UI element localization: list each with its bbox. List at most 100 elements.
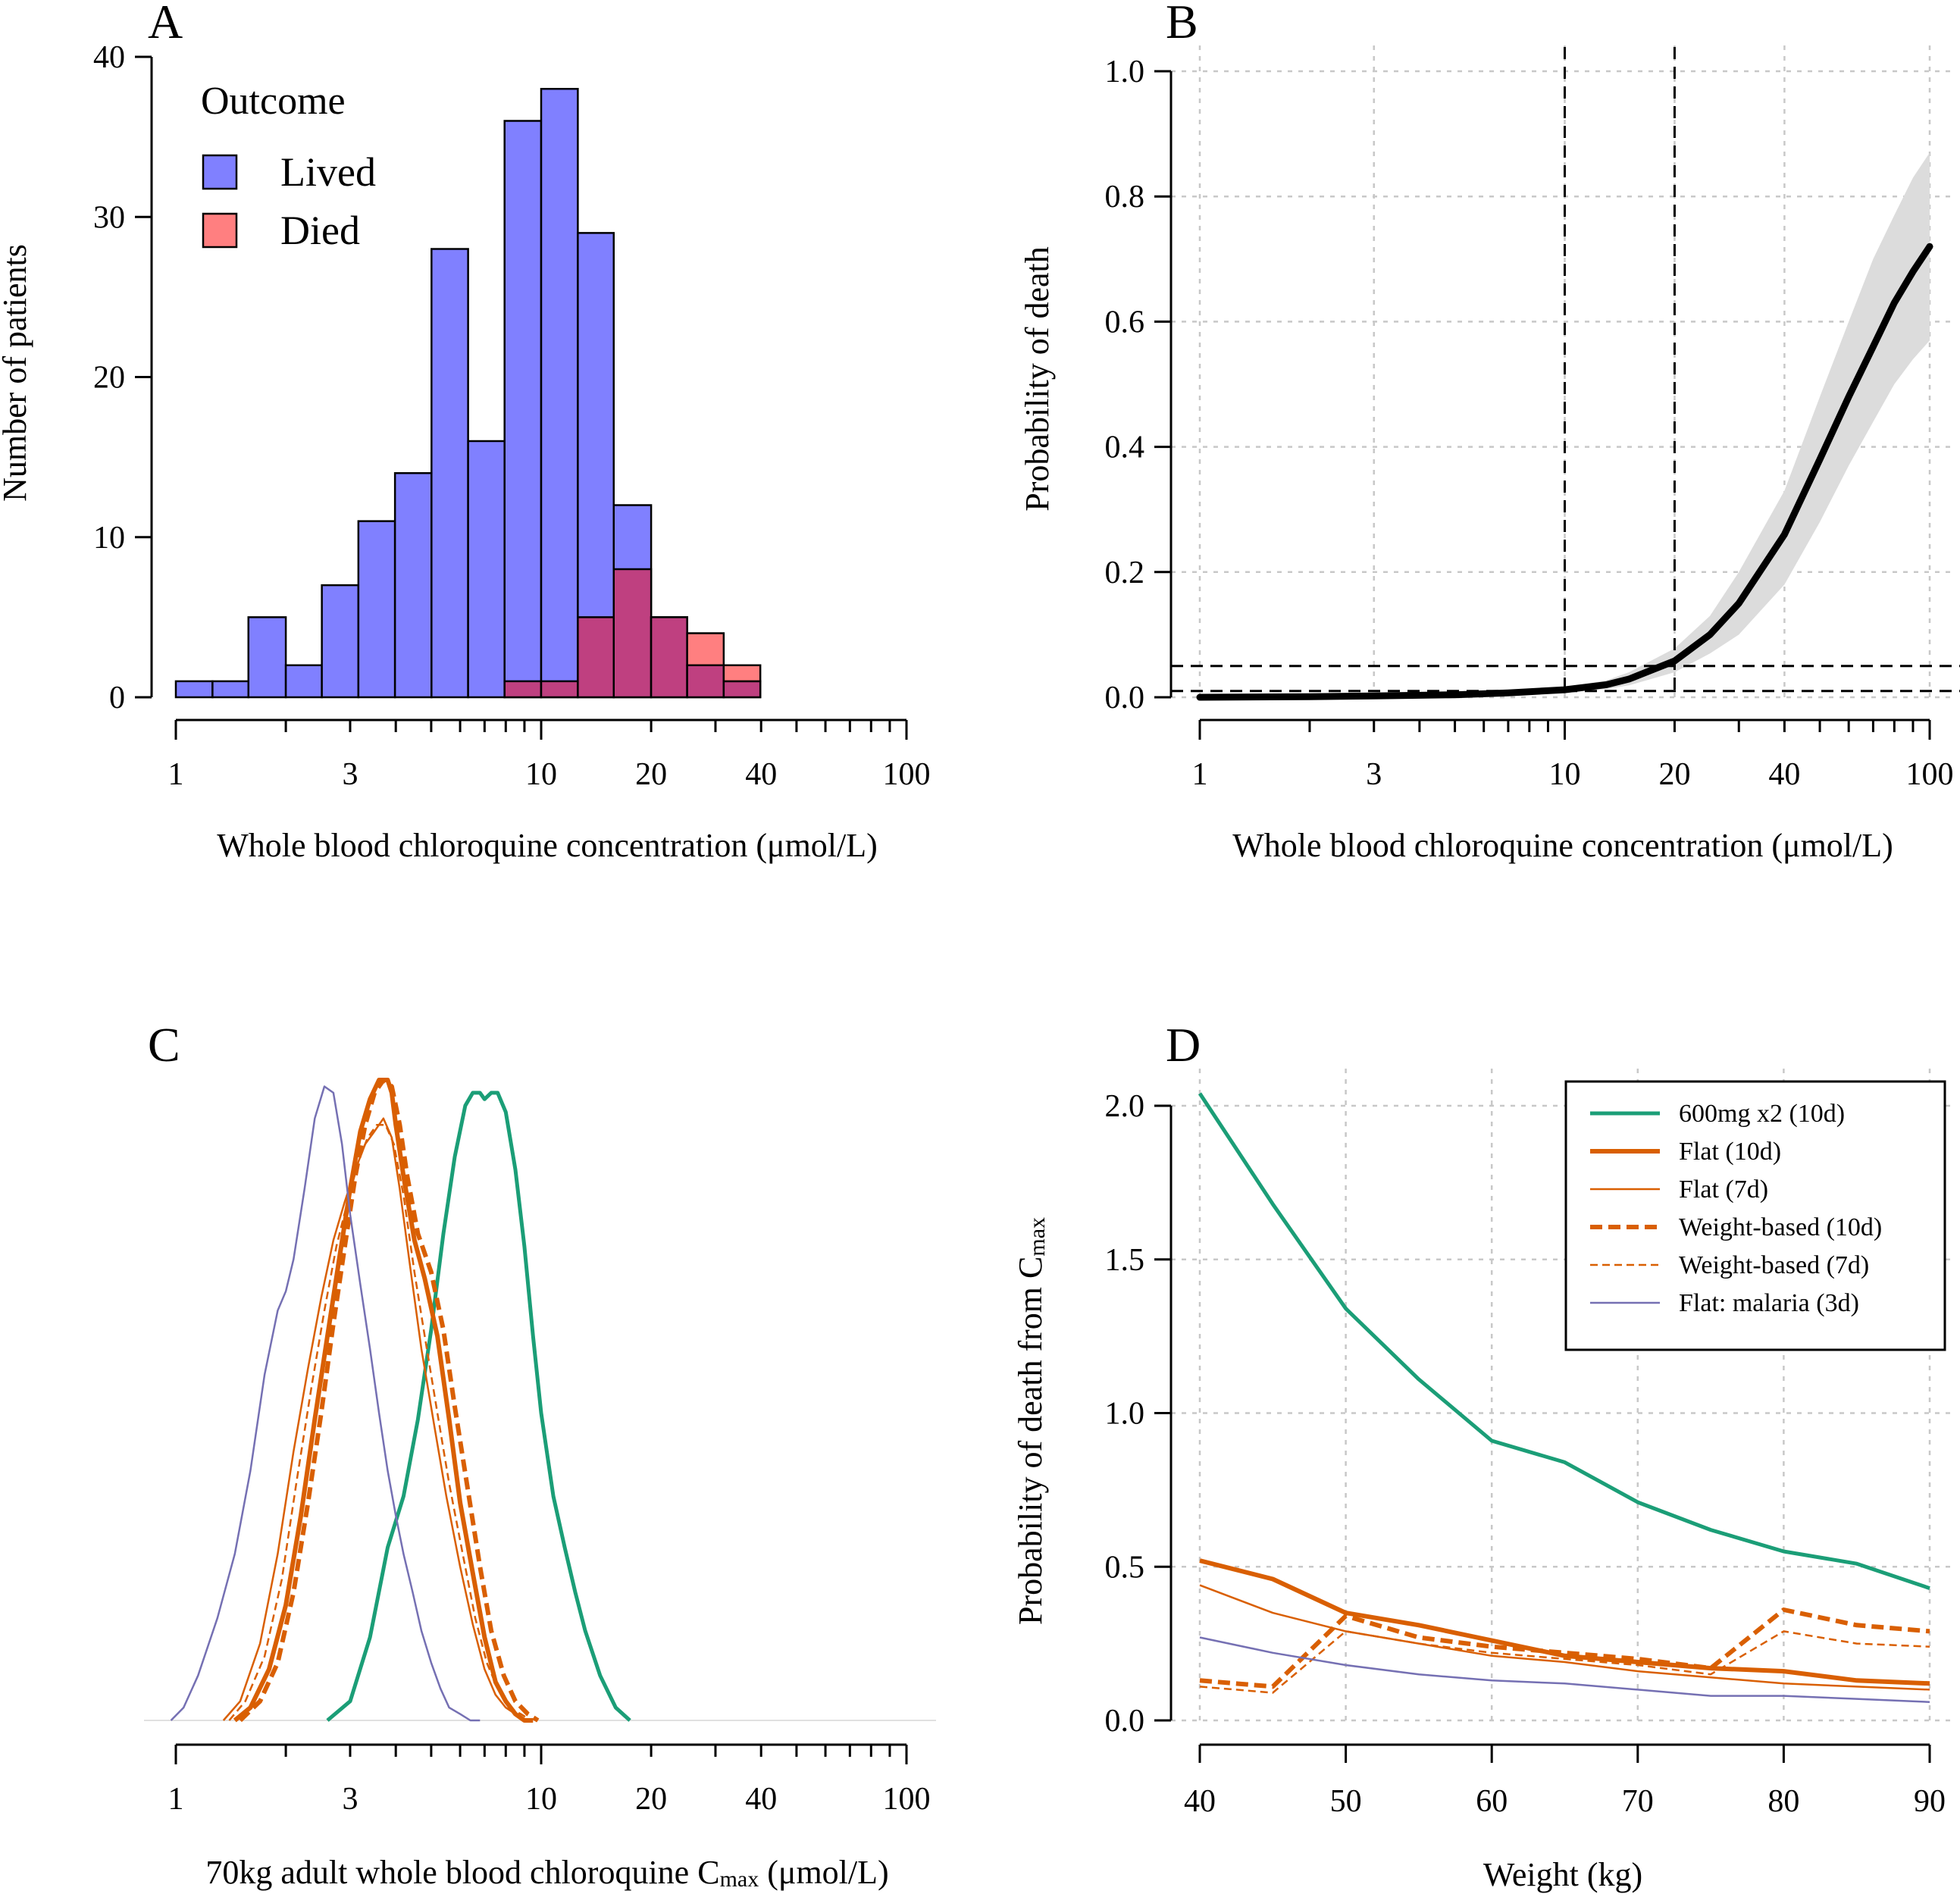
panel-c: C 1 3 10 20 40 100 70kg adult whole blood chl…: [144, 1018, 936, 1892]
panel-c-axes: 1 3 10 20 40 100: [168, 1743, 931, 1817]
panel-d-y-tick-label: 1.5: [1105, 1243, 1145, 1278]
panel-b-x-tick-label: 20: [1658, 757, 1690, 792]
bar-died: [722, 680, 762, 699]
panel-d-x-tick-label: 40: [1184, 1784, 1216, 1819]
panel-b-y-axis-label: Probability of death: [1019, 246, 1056, 512]
bar-lived: [503, 120, 543, 699]
panel-b-x-tick-label: 1: [1192, 757, 1208, 792]
bar-died: [612, 568, 653, 699]
legend-label: Flat (10d): [1679, 1138, 1781, 1166]
panel-d-y-axis-label: Probability of death from Cmax: [1012, 1217, 1050, 1625]
panel-b-fit-line: [1196, 243, 1933, 701]
panel-d-x-tick-label: 70: [1622, 1784, 1654, 1819]
legend-swatch-lived: [202, 154, 238, 190]
panel-letter-b: B: [1166, 0, 1198, 49]
panel-a: A 1 3 10 20 40 100 0 10 20 30 40 Outcome Lived Die…: [0, 0, 931, 864]
bar-died: [503, 680, 543, 699]
panel-a-x-axis-label: Whole blood chloroquine concentration (μ…: [217, 827, 878, 864]
legend-label: Weight-based (10d): [1679, 1213, 1882, 1241]
bar-died: [722, 664, 762, 683]
panel-a-x-tick-label: 100: [883, 757, 931, 792]
legend-label: Weight-based (7d): [1679, 1251, 1869, 1279]
panel-a-y-tick-label: 30: [93, 200, 125, 235]
legend-label-lived: Lived: [280, 149, 376, 195]
series-line: [1199, 1607, 1930, 1689]
panel-a-y-tick-label: 0: [109, 681, 125, 715]
panel-a-x-tick-label: 3: [342, 757, 358, 792]
panel-c-density-lines: [144, 1078, 936, 1723]
panel-c-x-tick-label: 10: [525, 1782, 557, 1817]
panel-d-x-tick-label: 50: [1330, 1784, 1362, 1819]
panel-letter-c: C: [148, 1018, 180, 1072]
bar-lived: [431, 248, 469, 699]
legend-title: Outcome: [201, 80, 346, 123]
series-line: [1198, 1092, 1930, 1590]
panel-c-x-axis-label: 70kg adult whole blood chloroquine Cmax …: [205, 1854, 888, 1892]
panel-a-y-tick-label: 40: [93, 40, 125, 75]
panel-d-axes: 40 50 60 70 80 90 0.0 0.5 1.0 1.5 2.0: [1105, 1089, 1946, 1819]
panel-a-x-tick-label: 1: [168, 757, 184, 792]
panel-d-x-axis-label: Weight (kg): [1483, 1856, 1642, 1893]
density-line: [170, 1085, 481, 1722]
panel-a-legend: Outcome Lived Died: [201, 80, 376, 253]
panel-a-x-tick-label: 20: [635, 757, 667, 792]
legend-label: 600mg x2 (10d): [1679, 1100, 1845, 1128]
panel-d-x-tick-label: 60: [1476, 1784, 1508, 1819]
confidence-band: [1200, 152, 1930, 697]
series-line: [1199, 1630, 1930, 1694]
panel-c-x-tick-label: 100: [883, 1782, 931, 1817]
bar-lived: [540, 88, 579, 699]
panel-d-y-tick-label: 2.0: [1105, 1089, 1145, 1124]
panel-d-x-tick-label: 90: [1914, 1784, 1946, 1819]
panel-b-y-tick-label: 0.4: [1105, 430, 1145, 465]
bar-lived: [393, 472, 433, 699]
fit-line: [1196, 243, 1933, 701]
density-line: [326, 1091, 631, 1722]
bar-lived: [284, 664, 323, 699]
panel-b-y-tick-label: 0.6: [1105, 305, 1145, 340]
panel-d: D 40 50 60 70 80 90 0.0 0.5 1.0 1.5 2.0 600mg x2 (…: [1012, 1018, 1955, 1893]
panel-b-confidence-band: [1200, 152, 1930, 697]
panel-b: B 1 3 10 20 40 100 0.0 0.2 0.4 0.6 0.8 1.0 Whole bl…: [1019, 0, 1960, 864]
panel-d-y-tick-label: 0.5: [1105, 1550, 1145, 1585]
series-line: [1199, 1558, 1930, 1686]
panel-b-y-tick-label: 0.8: [1105, 180, 1145, 214]
panel-a-x-tick-label: 10: [525, 757, 557, 792]
bar-lived: [467, 440, 506, 699]
bar-lived: [321, 584, 360, 699]
bar-lived: [174, 680, 214, 699]
legend-label-died: Died: [280, 208, 360, 253]
bar-died: [540, 680, 579, 699]
density-line: [233, 1078, 534, 1723]
panel-letter-d: D: [1166, 1018, 1201, 1072]
panel-a-x-tick-label: 40: [745, 757, 777, 792]
series-line: [1199, 1636, 1930, 1703]
legend-label: Flat: malaria (3d): [1679, 1289, 1859, 1317]
bar-lived: [247, 616, 287, 699]
panel-d-x-tick-label: 80: [1767, 1784, 1799, 1819]
panel-b-y-tick-label: 0.0: [1105, 681, 1145, 715]
panel-b-axes: 1 3 10 20 40 100 0.0 0.2 0.4 0.6 0.8 1.0: [1105, 55, 1954, 792]
panel-b-x-tick-label: 100: [1906, 757, 1954, 792]
panel-b-x-tick-label: 10: [1549, 757, 1581, 792]
panel-d-y-tick-label: 0.0: [1105, 1704, 1145, 1739]
bar-lived: [211, 680, 250, 699]
bar-died: [650, 616, 688, 699]
series-line: [1199, 1584, 1930, 1691]
panel-a-bars: [174, 88, 762, 699]
panel-c-x-tick-label: 3: [342, 1782, 358, 1817]
panel-c-x-tick-label: 20: [635, 1782, 667, 1817]
panel-a-y-tick-label: 20: [93, 361, 125, 396]
panel-d-lines: [1198, 1092, 1930, 1703]
panel-b-x-tick-label: 3: [1366, 757, 1382, 792]
panel-letter-a: A: [148, 0, 183, 49]
panel-a-y-tick-label: 10: [93, 521, 125, 556]
panel-b-y-tick-label: 0.2: [1105, 556, 1145, 590]
panel-a-y-axis-label: Number of patients: [0, 244, 33, 502]
legend-box: [1564, 1080, 1946, 1351]
bar-lived: [357, 520, 396, 699]
panel-a-axes: 1 3 10 20 40 100 0 10 20 30 40: [93, 40, 931, 792]
panel-b-x-tick-label: 40: [1768, 757, 1800, 792]
panel-b-x-axis-label: Whole blood chloroquine concentration (μ…: [1232, 827, 1893, 864]
